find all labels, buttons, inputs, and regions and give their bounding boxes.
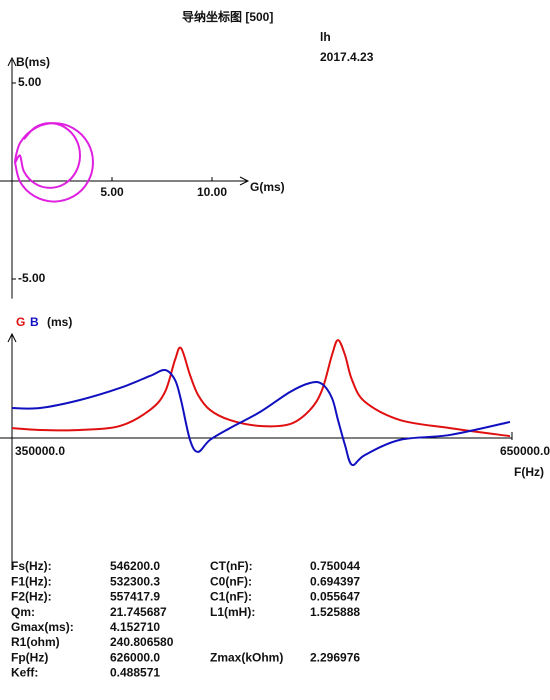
param-value: 626000.0 [110, 650, 160, 664]
param-label: C0(nF): [210, 574, 252, 588]
param-label: F1(Hz): [11, 574, 52, 588]
param-label: L1(mH): [210, 605, 255, 619]
param-label: Qm: [11, 605, 35, 619]
data-line [11, 339, 511, 438]
x-tick-label: 650000.0 [500, 444, 550, 458]
y-tick-label: -5.00 [18, 271, 46, 285]
param-value: 1.525888 [310, 605, 360, 619]
param-value: 557417.9 [110, 590, 160, 604]
x-tick-label: 5.00 [100, 185, 124, 199]
y-axis-arrow [7, 56, 17, 67]
param-value: 0.488571 [110, 666, 160, 680]
y-tick-label: 5.00 [18, 75, 42, 89]
param-value: 0.055647 [310, 590, 360, 604]
y-axis-label: (ms) [47, 315, 72, 329]
param-label: C1(nF): [210, 590, 252, 604]
param-value: 21.745687 [110, 605, 167, 619]
param-label: Fs(Hz): [11, 559, 52, 573]
legend-entry: B [30, 315, 39, 329]
param-label: Keff: [11, 666, 38, 680]
param-value: 240.806580 [110, 635, 174, 649]
data-line [14, 122, 95, 203]
param-value: 546200.0 [110, 559, 160, 573]
param-label: Zmax(kOhm) [210, 650, 283, 664]
legend-entry: G [16, 315, 25, 329]
x-axis-label: G(ms) [250, 180, 285, 194]
x-axis-arrow [239, 176, 250, 186]
data-line [11, 368, 511, 467]
operator: lh [320, 30, 331, 44]
x-tick-label: 10.00 [197, 185, 227, 199]
date: 2017.4.23 [320, 50, 374, 64]
x-axis-label: F(Hz) [514, 465, 544, 479]
param-value: 2.296976 [310, 650, 360, 664]
param-value: 532300.3 [110, 574, 160, 588]
param-label: CT(nF): [210, 559, 253, 573]
param-value: 0.750044 [310, 559, 360, 573]
param-value: 4.152710 [110, 620, 160, 634]
param-value: 0.694397 [310, 574, 360, 588]
y-axis-arrow [7, 332, 17, 343]
param-label: Fp(Hz) [11, 650, 48, 664]
param-label: R1(ohm) [11, 635, 60, 649]
x-tick-label: 350000.0 [15, 444, 65, 458]
param-label: Gmax(ms): [11, 620, 74, 634]
y-axis-label: B(ms) [16, 55, 50, 69]
title: 导纳坐标图 [500] [182, 9, 273, 24]
param-label: F2(Hz): [11, 590, 52, 604]
